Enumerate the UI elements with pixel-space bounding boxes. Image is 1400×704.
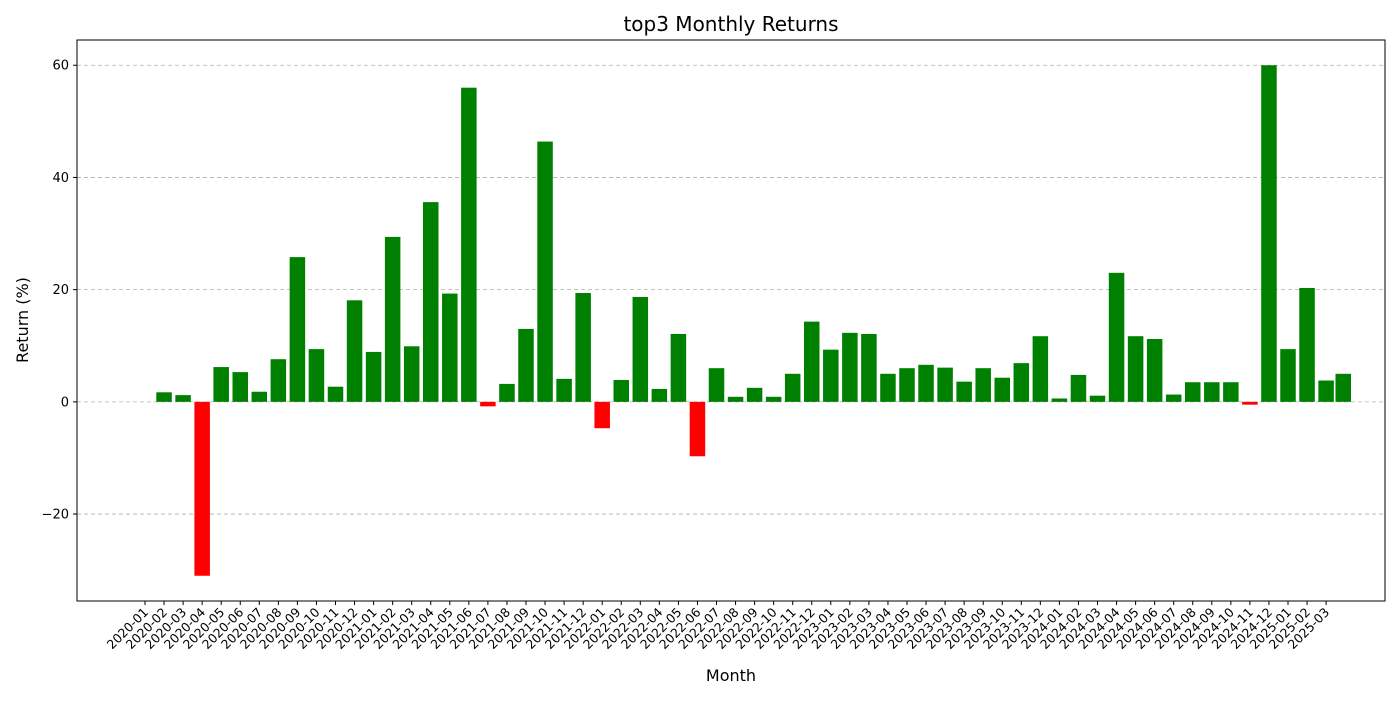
y-tick-label: 0 <box>61 395 69 410</box>
bar-2025-03 <box>1318 380 1334 402</box>
bar-2025-01 <box>1280 349 1296 402</box>
bar-2020-06 <box>232 372 248 402</box>
bar-2023-01 <box>823 349 839 402</box>
bar-2021-05 <box>442 293 458 402</box>
bar-2020-12 <box>346 300 363 402</box>
bar-2023-03 <box>861 333 877 402</box>
bar-2021-02 <box>384 236 401 402</box>
bar-2023-06 <box>918 364 934 402</box>
bar-2023-04 <box>880 373 896 402</box>
bar-2021-10 <box>537 141 553 402</box>
bar-2022-03 <box>632 296 649 402</box>
plot-frame <box>76 39 1386 602</box>
bar-2021-08 <box>499 383 515 402</box>
bar-2024-04 <box>1108 272 1125 402</box>
bar-2023-09 <box>975 368 991 402</box>
bar-2025-03 <box>1335 373 1351 402</box>
bar-2020-10 <box>308 349 325 402</box>
bar-2022-08 <box>727 396 744 402</box>
bar-2023-11 <box>1013 363 1030 402</box>
bar-2021-06 <box>461 87 477 402</box>
bar-2024-02 <box>1070 374 1087 402</box>
bar-2022-12 <box>804 321 820 402</box>
bar-2022-09 <box>746 387 763 402</box>
y-axis-label: Return (%) <box>13 277 32 363</box>
bar-2021-12 <box>575 293 591 402</box>
bar-2021-01 <box>365 351 382 402</box>
bar-2022-07 <box>708 368 725 402</box>
bar-2024-10 <box>1223 382 1239 402</box>
bar-2022-05 <box>670 333 687 402</box>
y-tick-label: 20 <box>52 283 69 298</box>
bar-2024-11 <box>1242 401 1258 405</box>
bar-2022-06 <box>689 401 706 457</box>
bar-2024-08 <box>1185 382 1201 402</box>
bar-2025-02 <box>1299 287 1315 402</box>
bar-2021-03 <box>403 346 420 402</box>
bar-2020-02 <box>156 392 172 402</box>
x-axis-label: Month <box>706 666 756 685</box>
chart-title: top3 Monthly Returns <box>623 12 838 36</box>
bar-2021-11 <box>556 378 572 402</box>
grid-lines <box>77 64 1385 515</box>
bar-2022-01 <box>594 401 610 429</box>
bar-2024-09 <box>1204 382 1220 402</box>
y-tick-label: −20 <box>42 508 69 523</box>
bar-2022-11 <box>784 373 801 402</box>
bar-2023-12 <box>1032 336 1049 402</box>
bar-2023-10 <box>994 377 1010 402</box>
bar-2020-05 <box>213 367 229 402</box>
bar-2021-04 <box>423 202 439 402</box>
bar-2023-08 <box>956 381 972 402</box>
y-tick-label: 60 <box>52 59 69 74</box>
bar-2021-07 <box>480 401 496 407</box>
bar-2023-05 <box>899 368 915 402</box>
bar-2020-08 <box>270 359 287 402</box>
bar-2024-06 <box>1146 339 1163 402</box>
bar-2024-03 <box>1089 395 1106 402</box>
bar-2023-07 <box>937 367 953 402</box>
bar-2020-07 <box>251 391 268 402</box>
x-axis-ticks: 2020-012020-022020-032020-042020-052020-… <box>104 601 1332 652</box>
bar-2020-04 <box>194 401 210 576</box>
bar-2022-10 <box>765 396 782 402</box>
bar-2020-09 <box>289 257 306 402</box>
bar-2024-07 <box>1165 394 1182 402</box>
bar-2020-11 <box>327 386 344 402</box>
bar-2021-09 <box>518 328 534 402</box>
y-axis-ticks: −20 0 20 40 60 <box>42 59 77 523</box>
bars <box>156 65 1351 576</box>
bar-2020-03 <box>175 395 191 402</box>
bar-2024-05 <box>1127 336 1144 402</box>
y-tick-label: 40 <box>52 171 69 186</box>
bar-2022-02 <box>613 379 629 402</box>
bar-2024-12 <box>1261 65 1277 402</box>
bar-2024-01 <box>1051 398 1068 402</box>
bar-2023-02 <box>842 332 858 402</box>
bar-2022-04 <box>651 388 668 402</box>
